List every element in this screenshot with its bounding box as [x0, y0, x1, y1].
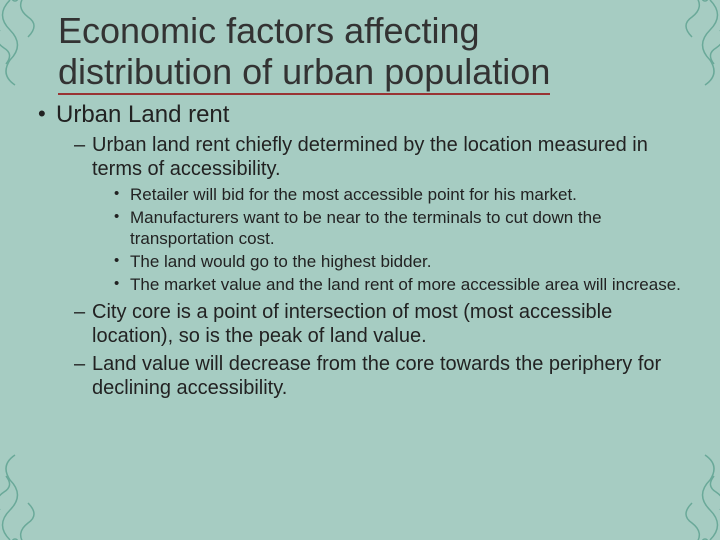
- slide-title: Economic factors affecting distribution …: [58, 10, 690, 95]
- title-line-1: Economic factors affecting: [58, 10, 480, 51]
- title-line-2: distribution of urban population: [58, 51, 550, 94]
- bullet-l3-0-text: Retailer will bid for the most accessibl…: [130, 185, 577, 204]
- bullet-l2-1: City core is a point of intersection of …: [74, 300, 690, 348]
- bullet-l3-0: Retailer will bid for the most accessibl…: [114, 185, 690, 205]
- bullet-list-level1: Urban Land rent Urban land rent chiefly …: [30, 101, 690, 400]
- ornament-bottom-right: [640, 430, 720, 540]
- bullet-list-level3: Retailer will bid for the most accessibl…: [92, 185, 690, 296]
- bullet-l2-2: Land value will decrease from the core t…: [74, 352, 690, 400]
- bullet-l3-3: The market value and the land rent of mo…: [114, 275, 690, 295]
- bullet-list-level2-a: Urban land rent chiefly determined by th…: [56, 133, 690, 400]
- slide: Economic factors affecting distribution …: [0, 0, 720, 540]
- bullet-l2-0-text: Urban land rent chiefly determined by th…: [92, 134, 648, 180]
- bullet-l3-1: Manufacturers want to be near to the ter…: [114, 208, 690, 249]
- ornament-bottom-left: [0, 430, 80, 540]
- bullet-l3-1-text: Manufacturers want to be near to the ter…: [130, 208, 602, 247]
- bullet-l1-0: Urban Land rent Urban land rent chiefly …: [38, 101, 690, 400]
- bullet-l2-1-text: City core is a point of intersection of …: [92, 301, 612, 347]
- bullet-l1-0-text: Urban Land rent: [56, 101, 229, 128]
- bullet-l2-2-text: Land value will decrease from the core t…: [92, 353, 661, 399]
- bullet-l3-2-text: The land would go to the highest bidder.: [130, 252, 432, 271]
- bullet-l3-2: The land would go to the highest bidder.: [114, 252, 690, 272]
- bullet-l3-3-text: The market value and the land rent of mo…: [130, 275, 681, 294]
- bullet-l2-0: Urban land rent chiefly determined by th…: [74, 133, 690, 296]
